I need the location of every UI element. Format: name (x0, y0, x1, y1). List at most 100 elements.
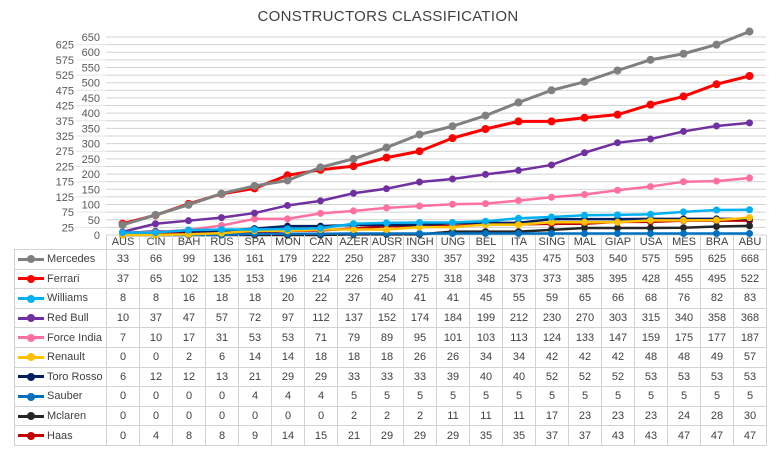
data-label: 68 (634, 288, 668, 309)
y-tick-label: 25 (62, 222, 74, 234)
data-label: 2 (403, 405, 437, 427)
data-label: 21 (238, 366, 272, 388)
data-label: 11 (436, 405, 470, 427)
data-label: 348 (469, 268, 503, 290)
data-point (449, 175, 456, 183)
data-point (482, 170, 489, 178)
data-label: 475 (535, 249, 569, 270)
data-point (680, 216, 687, 224)
data-label: 136 (205, 249, 239, 270)
data-point (646, 55, 655, 64)
data-label: 540 (601, 249, 635, 270)
data-point (713, 206, 720, 214)
data-point (416, 219, 423, 227)
data-label: 66 (139, 249, 173, 270)
data-point (647, 224, 654, 232)
data-point (317, 197, 324, 205)
data-label: 226 (337, 268, 371, 290)
data-label: 52 (568, 366, 602, 388)
data-label: 17 (535, 405, 569, 427)
data-point (316, 163, 325, 172)
data-point (580, 113, 589, 122)
data-label: 212 (502, 307, 536, 329)
data-label: 10 (106, 307, 140, 329)
data-point (712, 80, 721, 89)
data-point (548, 213, 555, 221)
data-label: 5 (436, 386, 470, 407)
data-point (119, 229, 126, 237)
data-label: 4 (238, 386, 272, 407)
y-tick-label: 525 (56, 70, 74, 82)
data-label: 250 (337, 249, 371, 270)
y-tick-label: 325 (56, 131, 74, 143)
data-label: 112 (304, 307, 338, 329)
data-point (680, 127, 687, 135)
data-label: 33 (403, 366, 437, 388)
data-point (713, 216, 720, 224)
data-label: 668 (733, 249, 767, 270)
data-point (185, 217, 192, 225)
data-label: 34 (469, 346, 503, 368)
data-label: 18 (304, 346, 338, 368)
x-tick-label: CIN (139, 235, 173, 250)
data-label: 82 (700, 288, 734, 309)
y-tick-label: 575 (56, 55, 74, 67)
x-tick-label: RUS (205, 235, 239, 250)
series-name: Williams (47, 292, 88, 305)
data-label: 184 (436, 307, 470, 329)
data-label: 14 (271, 346, 305, 368)
data-label: 6 (205, 346, 239, 368)
data-label: 5 (535, 386, 569, 407)
data-label: 5 (568, 386, 602, 407)
data-point (349, 162, 358, 171)
data-label: 102 (172, 268, 206, 290)
y-tick-label: 425 (56, 101, 74, 113)
data-point (614, 224, 621, 232)
data-point (184, 200, 193, 209)
data-label: 23 (634, 405, 668, 427)
data-label: 0 (106, 386, 140, 407)
x-tick-label: AUS (106, 235, 140, 250)
data-label: 42 (535, 346, 569, 368)
y-tick-label: 550 (82, 62, 100, 74)
data-point (647, 183, 654, 191)
data-label: 53 (238, 327, 272, 348)
data-point (284, 201, 291, 209)
data-label: 187 (733, 327, 767, 348)
y-tick-label: 400 (82, 108, 100, 120)
x-tick-label: AUSR (370, 235, 404, 250)
legend-key-icon (18, 314, 44, 323)
data-label: 42 (568, 346, 602, 368)
data-point (614, 218, 621, 226)
data-point (679, 92, 688, 101)
data-point (647, 135, 654, 143)
series-line-sauber (122, 232, 750, 237)
data-label: 8 (172, 425, 206, 446)
data-label: 12 (139, 366, 173, 388)
data-label: 270 (568, 307, 602, 329)
data-label: 99 (172, 249, 206, 270)
data-label: 26 (403, 346, 437, 368)
table-corner (14, 235, 107, 250)
legend-key-icon (18, 353, 44, 362)
data-label: 8 (139, 288, 173, 309)
data-label: 135 (205, 268, 239, 290)
x-tick-label: BRA (700, 235, 734, 250)
data-point (185, 226, 192, 234)
data-label: 199 (469, 307, 503, 329)
data-label: 17 (172, 327, 206, 348)
data-label: 4 (271, 386, 305, 407)
data-label: 35 (469, 425, 503, 446)
data-point (383, 185, 390, 193)
data-label: 2 (337, 405, 371, 427)
data-label: 37 (337, 288, 371, 309)
data-label: 625 (700, 249, 734, 270)
legend-key-icon (18, 255, 44, 264)
data-label: 340 (667, 307, 701, 329)
data-label: 33 (337, 366, 371, 388)
data-label: 35 (502, 425, 536, 446)
data-point (713, 122, 720, 130)
data-table: AUS CIN BAH RUS SPA MON CAN AZER AUSR INGH UNG BEL I… (14, 235, 767, 446)
data-point (515, 166, 522, 174)
